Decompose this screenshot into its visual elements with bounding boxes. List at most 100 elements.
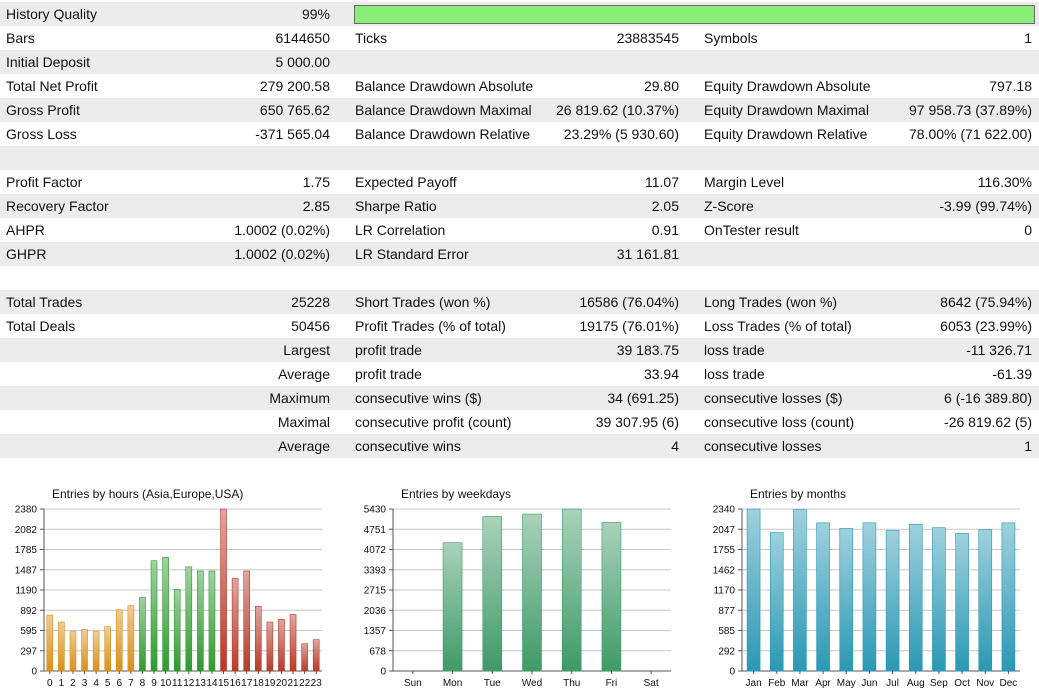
y-tick-label: 0 bbox=[729, 667, 735, 678]
x-tick-label: 17 bbox=[241, 678, 253, 689]
x-tick-label: Jun bbox=[861, 678, 877, 689]
x-tick-label: Aug bbox=[907, 678, 925, 689]
report-label: Z-Score bbox=[704, 198, 754, 214]
x-tick-label: 12 bbox=[183, 678, 195, 689]
report-label: profit trade bbox=[355, 366, 422, 382]
bar bbox=[162, 557, 169, 672]
report-value: 1 bbox=[1024, 438, 1032, 454]
report-value: 23.29% (5 930.60) bbox=[563, 126, 679, 142]
y-tick-label: 1190 bbox=[15, 586, 37, 597]
report-row: Gross Profit 650 765.62 Balance Drawdown M… bbox=[0, 98, 1039, 122]
y-tick-label: 0 bbox=[380, 667, 386, 678]
report-value: 1.0002 (0.02%) bbox=[234, 222, 330, 238]
x-tick-label: 1 bbox=[59, 678, 65, 689]
report-value: 6053 (23.99%) bbox=[940, 318, 1032, 334]
report-label: Long Trades (won %) bbox=[704, 294, 838, 310]
bar bbox=[978, 529, 993, 672]
report-label: GHPR bbox=[6, 246, 47, 262]
report-value: 39 183.75 bbox=[616, 342, 679, 358]
x-tick-label: 8 bbox=[140, 678, 146, 689]
x-tick-label: 6 bbox=[117, 678, 123, 689]
x-tick-label: 23 bbox=[311, 678, 323, 689]
bar bbox=[243, 570, 251, 672]
report-label: Initial Deposit bbox=[6, 54, 91, 70]
report-label: Total Trades bbox=[6, 294, 83, 310]
report-label: Equity Drawdown Relative bbox=[704, 126, 868, 142]
y-tick-label: 1357 bbox=[364, 626, 387, 637]
bar bbox=[150, 560, 158, 672]
report-value: -11 326.71 bbox=[966, 342, 1032, 358]
x-tick-label: 19 bbox=[264, 678, 276, 689]
report-value: 19175 (76.01%) bbox=[579, 318, 679, 334]
x-tick-label: 13 bbox=[195, 678, 207, 689]
x-tick-label: 20 bbox=[276, 678, 288, 689]
x-tick-label: 15 bbox=[218, 678, 230, 689]
x-tick-label: Apr bbox=[815, 678, 831, 689]
report-label: Symbols bbox=[704, 30, 758, 46]
x-tick-label: Mon bbox=[443, 678, 462, 689]
report-row: Maximal consecutive profit (count) 39 307.… bbox=[0, 410, 1039, 434]
report-value: 0.91 bbox=[651, 222, 679, 238]
x-tick-label: Nov bbox=[976, 678, 994, 689]
report-value: 99% bbox=[301, 6, 330, 22]
bar bbox=[220, 508, 227, 672]
bar bbox=[46, 614, 54, 672]
report-label: Sharpe Ratio bbox=[355, 198, 437, 214]
x-tick-label: Jan bbox=[746, 678, 762, 689]
x-tick-label: Fri bbox=[606, 678, 618, 689]
report-value: 78.00% (71 622.00) bbox=[909, 126, 1032, 142]
report-label: Expected Payoff bbox=[355, 174, 457, 190]
x-tick-label: 10 bbox=[160, 678, 172, 689]
report-label: Recovery Factor bbox=[6, 198, 109, 214]
report-label: LR Standard Error bbox=[355, 246, 469, 262]
y-tick-label: 1462 bbox=[713, 565, 736, 576]
report-value: 1.75 bbox=[302, 174, 330, 190]
report-row: Gross Loss -371 565.04 Balance Drawdown Re… bbox=[0, 122, 1039, 146]
bar bbox=[908, 523, 923, 672]
x-tick-label: 9 bbox=[151, 678, 157, 689]
report-row: Total Net Profit 279 200.58 Balance Drawdo… bbox=[0, 74, 1039, 98]
report-row: History Quality 99% bbox=[0, 2, 1039, 26]
bar bbox=[601, 522, 622, 672]
x-tick-label: Thu bbox=[563, 678, 580, 689]
y-tick-label: 0 bbox=[31, 667, 37, 678]
bar bbox=[208, 570, 216, 672]
report-value: 11.07 bbox=[645, 174, 679, 190]
report-label: History Quality bbox=[6, 6, 98, 22]
report-row: Total Trades 25228 Short Trades (won %) 165… bbox=[0, 290, 1039, 314]
report-label: Profit Factor bbox=[6, 174, 83, 190]
bar bbox=[442, 542, 463, 672]
y-tick-label: 292 bbox=[718, 646, 735, 657]
x-tick-label: Sep bbox=[930, 678, 948, 689]
report-label: Gross Loss bbox=[6, 126, 77, 142]
bar bbox=[58, 621, 65, 672]
y-tick-label: 1170 bbox=[713, 586, 735, 597]
report-label: loss trade bbox=[704, 366, 765, 382]
bar bbox=[839, 528, 854, 672]
x-tick-label: May bbox=[837, 678, 856, 689]
bar bbox=[769, 532, 784, 672]
x-tick-label: Feb bbox=[768, 678, 786, 689]
bar bbox=[885, 530, 900, 672]
bar bbox=[312, 639, 320, 672]
report-label: consecutive losses ($) bbox=[704, 390, 843, 406]
report-label: Short Trades (won %) bbox=[355, 294, 491, 310]
report-row: Bars 6144650 Ticks 23883545 Symbols 1 bbox=[0, 26, 1039, 50]
report-value: 2.85 bbox=[302, 198, 330, 214]
bar bbox=[561, 508, 582, 672]
report-value: 1 bbox=[1024, 30, 1032, 46]
report-label: Balance Drawdown Maximal bbox=[355, 102, 532, 118]
report-value: -3.99 (99.74%) bbox=[939, 198, 1032, 214]
report-label: consecutive losses bbox=[704, 438, 822, 454]
report-row: AHPR 1.0002 (0.02%) LR Correlation 0.91 OnTe… bbox=[0, 218, 1039, 242]
report-row: Average profit trade 33.94 loss trade -61.39 bbox=[0, 362, 1039, 386]
report-value: Largest bbox=[283, 342, 330, 358]
y-tick-label: 4751 bbox=[364, 525, 387, 536]
bar bbox=[746, 508, 761, 672]
chart-entries-by-weekdays: Entries by weekdays 0 678 1357 2036 2715 3393 4… bbox=[349, 483, 689, 693]
report-label: LR Correlation bbox=[355, 222, 446, 238]
report-value: 26 819.62 (10.37%) bbox=[556, 102, 679, 118]
report-label: Margin Level bbox=[704, 174, 785, 190]
x-tick-label: 21 bbox=[287, 678, 299, 689]
report-value: 25228 bbox=[291, 294, 330, 310]
